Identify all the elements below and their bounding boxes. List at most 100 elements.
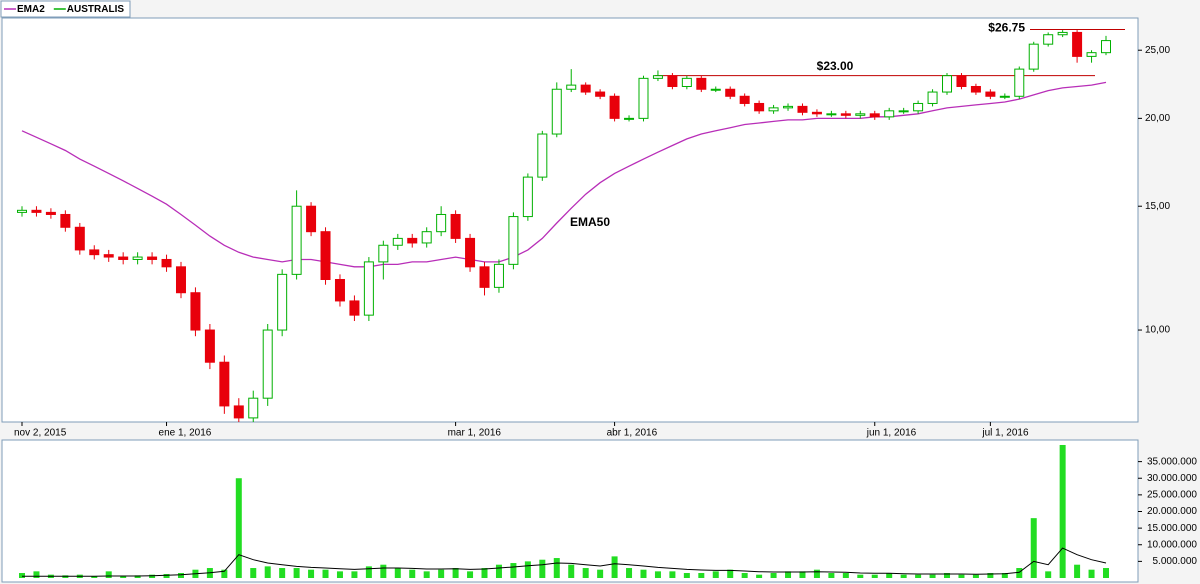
candle-body: [580, 84, 591, 93]
volume-bar: [481, 568, 488, 578]
volume-bar: [380, 564, 387, 578]
volume-bar: [1030, 518, 1037, 578]
candle-body: [667, 75, 678, 87]
candle-body: [334, 278, 345, 302]
candle-body: [1072, 31, 1083, 57]
volume-bar: [886, 573, 893, 578]
x-tick-label: ene 1, 2016: [159, 428, 212, 439]
volume-bar: [539, 559, 546, 578]
volume-bar: [727, 569, 734, 578]
volume-bar: [235, 478, 242, 578]
candle-body: [1101, 40, 1111, 54]
x-tick-label: mar 1, 2016: [448, 428, 502, 439]
candle-body: [840, 113, 851, 116]
candle-body: [363, 261, 374, 316]
candle-body: [970, 85, 981, 93]
volume-bar: [438, 569, 445, 578]
candle-body: [797, 105, 808, 113]
candle-body: [392, 237, 403, 246]
volume-bar: [741, 573, 748, 578]
volume-bar: [683, 573, 690, 578]
y-tick-label: 30.000.000: [1147, 473, 1197, 484]
candle-body: [811, 111, 822, 115]
volume-bar: [467, 571, 474, 578]
volume-bar: [250, 568, 257, 578]
x-tick-label: jul 1, 2016: [981, 428, 1029, 439]
volume-bar: [308, 569, 315, 578]
ema-line: [21, 81, 1107, 268]
candle-body: [739, 95, 750, 104]
candle-body: [652, 75, 663, 79]
volume-bar: [1074, 564, 1081, 578]
candle-body: [190, 292, 201, 331]
volume-bar: [987, 573, 994, 578]
volume-bar: [756, 574, 763, 578]
volume-bar: [105, 571, 112, 578]
candle-body: [161, 258, 172, 268]
volume-bar: [799, 571, 806, 578]
volume-bar: [177, 573, 184, 578]
candle-body: [624, 117, 635, 120]
candle-body: [118, 256, 129, 260]
volume-bar: [640, 569, 647, 578]
y-tick-label: 25.000.000: [1147, 490, 1197, 501]
volume-bar: [163, 574, 170, 578]
volume-bar: [915, 574, 922, 578]
volume-bar: [409, 569, 416, 578]
candle-body: [31, 209, 42, 213]
candle-body: [74, 226, 85, 251]
candle-body: [956, 75, 967, 87]
volume-bar: [857, 574, 864, 578]
volume-bar: [568, 564, 575, 578]
y-tick-label: 20.000.000: [1147, 506, 1197, 517]
volume-bar: [944, 573, 951, 578]
volume-bar: [365, 566, 372, 578]
y-tick-label: 25,00: [1145, 45, 1170, 56]
candle-body: [1086, 52, 1097, 57]
candle-body: [508, 216, 519, 265]
candle-body: [219, 361, 230, 407]
candle-body: [725, 88, 736, 97]
volume-bar: [336, 571, 343, 578]
volume-bar: [33, 571, 40, 578]
candle-body: [349, 300, 360, 316]
y-tick-label: 10.000.000: [1147, 539, 1197, 550]
legend: EMA2 AUSTRALIS: [0, 0, 131, 18]
y-tick-label: 10,00: [1145, 325, 1170, 336]
candle-body: [233, 405, 244, 419]
candle-body: [609, 95, 620, 119]
volume-bar: [929, 574, 936, 578]
volume-bar: [669, 571, 676, 578]
volume-bar: [828, 573, 835, 578]
candle-body: [1028, 43, 1039, 70]
candle-body: [551, 88, 562, 135]
y-tick-label: 5.000.000: [1153, 556, 1198, 567]
candle-body: [320, 231, 331, 280]
volume-bar: [495, 564, 502, 578]
volume-bar: [293, 568, 300, 578]
volume-bar: [626, 568, 633, 578]
volume-bar: [279, 568, 286, 578]
volume-bar: [91, 576, 98, 578]
volume-bar: [452, 568, 459, 578]
candle-body: [869, 113, 880, 118]
volume-bar: [1016, 568, 1023, 578]
candle-body: [262, 329, 273, 399]
candle-body: [522, 176, 533, 218]
volume-bar: [524, 561, 531, 578]
candle-body: [132, 256, 143, 260]
volume-bar: [1045, 571, 1052, 578]
candle-body: [696, 77, 707, 90]
candle-body: [681, 77, 692, 87]
volume-bar: [221, 569, 228, 578]
candle-body: [147, 256, 158, 260]
candle-body: [103, 254, 114, 258]
candle-body: [175, 266, 186, 294]
level-label: $23.00: [817, 59, 854, 73]
volume-bar: [972, 574, 979, 578]
candle-body: [378, 244, 389, 263]
volume-bar: [149, 574, 156, 578]
volume-bar: [597, 569, 604, 578]
volume-bar: [1059, 444, 1066, 578]
